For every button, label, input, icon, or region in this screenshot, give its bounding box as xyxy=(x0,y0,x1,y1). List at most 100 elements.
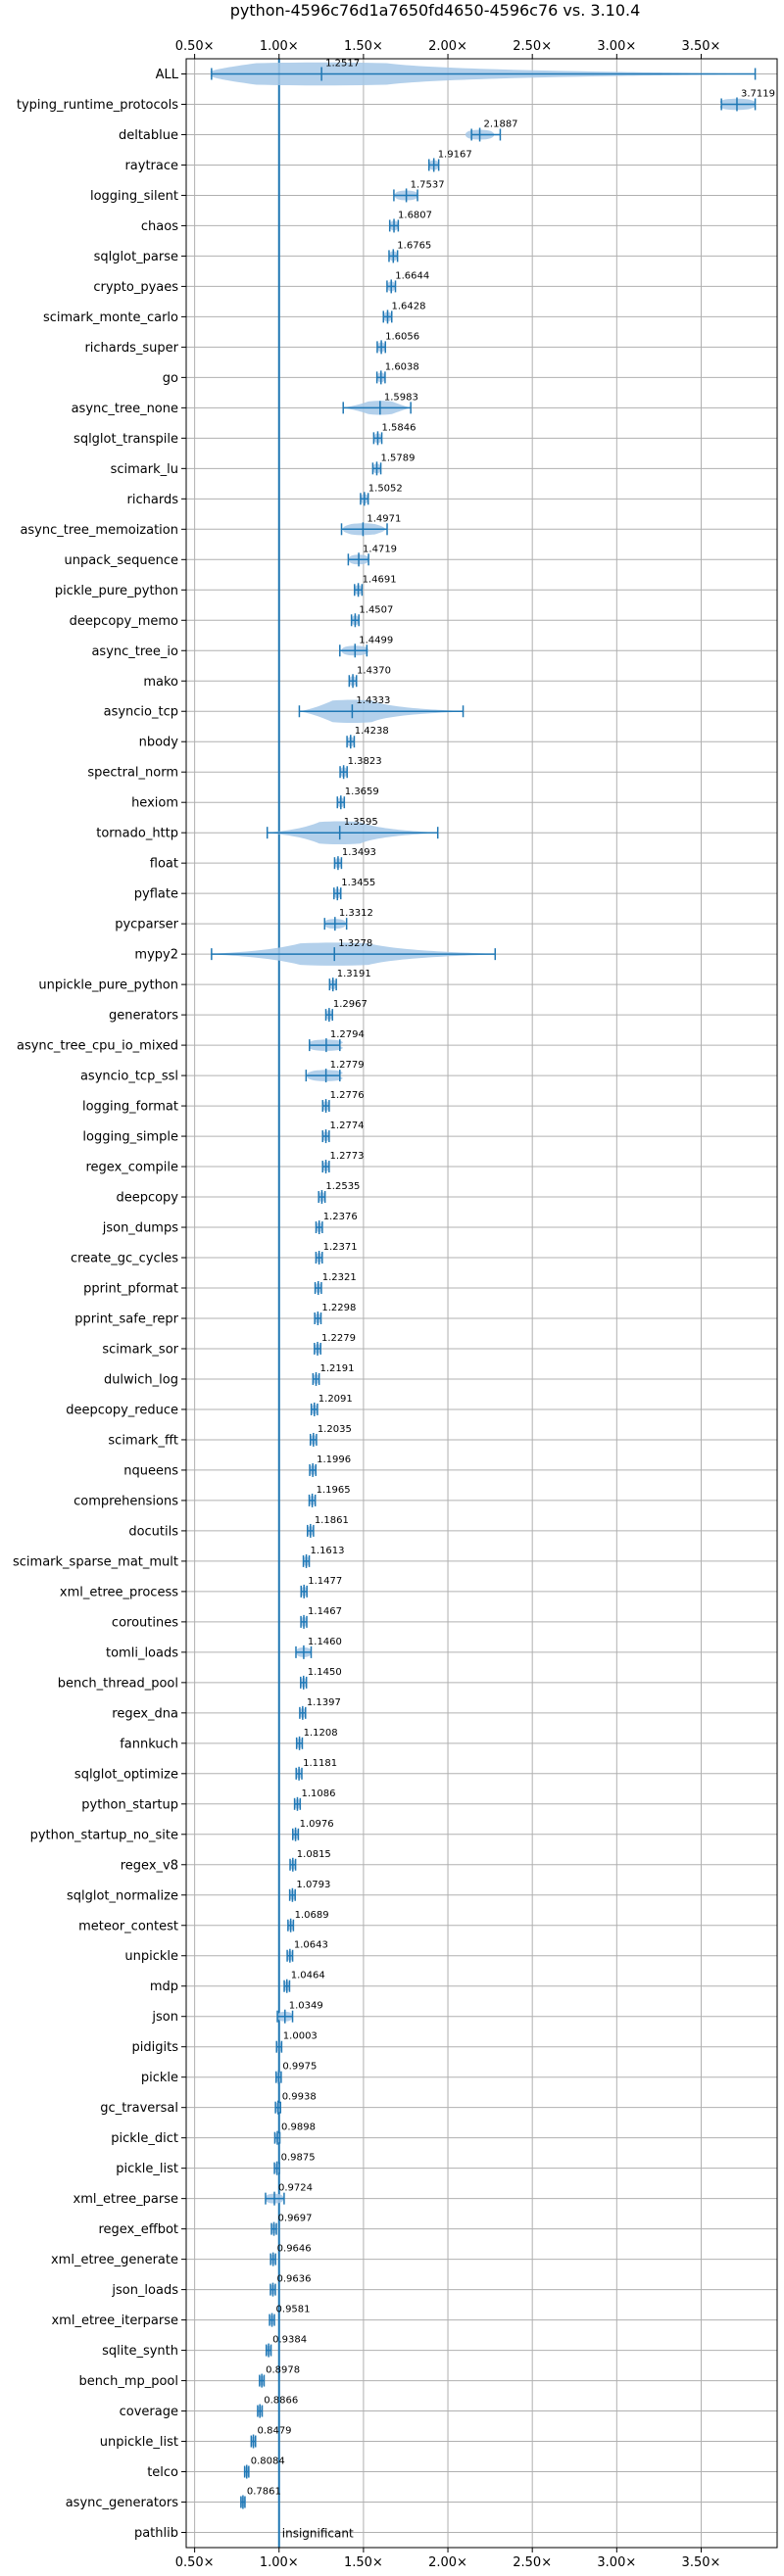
value-label: 1.6644 xyxy=(395,270,429,281)
category-label: pickle_dict xyxy=(111,2131,178,2146)
category-label: nbody xyxy=(139,736,179,750)
value-label: 1.2967 xyxy=(333,999,368,1010)
labels-layer: 0.50× 0.50× 1.00× 1.00× 1.50× 1.50× 2.00× 2.00×… xyxy=(13,39,775,2570)
category-label: async_tree_none xyxy=(72,402,178,416)
value-label: 1.3823 xyxy=(348,756,382,767)
category-label: mdp xyxy=(150,1980,178,1994)
category-label: json_dumps xyxy=(102,1221,178,1236)
category-label: async_tree_memoization xyxy=(20,523,178,538)
value-label: 1.1397 xyxy=(307,1697,341,1708)
value-label: 1.1613 xyxy=(311,1546,345,1556)
category-label: unpickle xyxy=(124,1949,178,1964)
category-label: regex_dna xyxy=(112,1706,178,1721)
category-label: tornado_http xyxy=(96,827,178,841)
value-label: 0.9581 xyxy=(276,2305,311,2315)
value-label: 1.4971 xyxy=(367,513,401,524)
value-label: 1.3595 xyxy=(344,817,378,828)
value-label: 1.5846 xyxy=(381,422,416,433)
value-label: 1.2035 xyxy=(318,1424,352,1435)
category-label: coroutines xyxy=(112,1615,178,1630)
value-label: 1.1086 xyxy=(301,1789,335,1799)
value-label: 0.9636 xyxy=(276,2274,311,2285)
value-label: 1.5052 xyxy=(368,483,403,494)
category-label: nqueens xyxy=(123,1463,178,1478)
category-label: deepcopy xyxy=(116,1191,178,1206)
plot-frame xyxy=(185,58,778,2549)
value-label: 1.2517 xyxy=(325,58,360,69)
value-label: 0.9646 xyxy=(277,2244,312,2255)
value-label: 1.1965 xyxy=(317,1485,351,1496)
x-tick-label-bottom: 2.50× xyxy=(513,2555,552,2570)
x-tick-label-bottom: 0.50× xyxy=(175,2555,215,2570)
category-label: sqlglot_parse xyxy=(94,250,178,264)
category-label: unpickle_list xyxy=(100,2435,178,2450)
value-label: 1.2191 xyxy=(320,1363,355,1374)
value-label: 1.6038 xyxy=(385,361,419,372)
value-label: 1.4370 xyxy=(357,665,391,676)
category-label: scimark_sparse_mat_mult xyxy=(13,1554,178,1569)
category-label: comprehensions xyxy=(74,1494,178,1508)
value-label: 0.9384 xyxy=(272,2335,307,2346)
category-label: unpickle_pure_python xyxy=(38,978,178,993)
category-label: pyflate xyxy=(134,887,178,902)
category-label: deltablue xyxy=(119,128,178,143)
value-label: 0.9898 xyxy=(281,2123,316,2133)
value-label: 1.1450 xyxy=(308,1667,342,1678)
category-label: sqlglot_normalize xyxy=(67,1888,178,1903)
value-label: 1.0976 xyxy=(300,1819,334,1830)
category-label: regex_compile xyxy=(85,1161,178,1175)
insignificant-annotation: insignificant xyxy=(282,2527,354,2541)
category-label: scimark_fft xyxy=(108,1433,178,1448)
value-label: 1.2774 xyxy=(330,1121,365,1131)
x-tick-label-top: 1.00× xyxy=(260,39,299,54)
category-label: create_gc_cycles xyxy=(71,1252,178,1266)
value-label: 1.1861 xyxy=(315,1515,349,1526)
value-label: 1.0464 xyxy=(291,1971,325,1981)
category-label: sqlglot_transpile xyxy=(74,432,178,447)
value-label: 1.4719 xyxy=(363,544,397,554)
category-label: bench_mp_pool xyxy=(78,2374,178,2389)
category-label: logging_silent xyxy=(90,189,178,204)
value-label: 1.1477 xyxy=(308,1576,342,1587)
value-label: 1.5983 xyxy=(384,392,418,403)
category-label: richards_super xyxy=(84,341,178,356)
x-tick-label-top: 2.00× xyxy=(428,39,467,54)
value-label: 2.1887 xyxy=(484,119,518,129)
category-label: xml_etree_parse xyxy=(74,2192,178,2207)
category-label: asyncio_tcp xyxy=(104,705,178,720)
value-label: 1.0643 xyxy=(294,1940,328,1951)
category-label: pathlib xyxy=(134,2526,178,2541)
category-label: go xyxy=(163,371,178,386)
value-label: 1.4333 xyxy=(356,695,390,706)
x-tick-label-top: 0.50× xyxy=(175,39,215,54)
category-label: docutils xyxy=(128,1524,178,1539)
value-label: 0.9875 xyxy=(281,2153,316,2164)
category-label: pickle xyxy=(141,2071,178,2085)
value-label: 1.2535 xyxy=(325,1181,360,1192)
x-tick-label-top: 2.50× xyxy=(513,39,552,54)
category-label: telco xyxy=(147,2465,178,2480)
value-label: 1.4238 xyxy=(355,726,389,737)
category-label: deepcopy_memo xyxy=(70,614,178,629)
category-label: float xyxy=(150,857,178,872)
category-label: python_startup xyxy=(81,1797,178,1812)
chart-title: python-4596c76d1a7650fd4650-4596c76 vs. … xyxy=(230,1,641,20)
value-label: 1.0349 xyxy=(289,2001,323,2012)
category-label: pprint_safe_repr xyxy=(74,1312,178,1326)
x-tick-label-bottom: 3.00× xyxy=(597,2555,636,2570)
value-label: 1.6765 xyxy=(397,240,431,251)
value-label: 0.7861 xyxy=(247,2487,281,2498)
value-label: 1.2371 xyxy=(323,1242,358,1253)
category-label: async_tree_io xyxy=(91,644,178,659)
value-label: 1.2773 xyxy=(330,1151,365,1162)
x-tick-label-bottom: 2.00× xyxy=(428,2555,467,2570)
value-label: 1.3493 xyxy=(342,847,376,858)
x-tick-label-top: 1.50× xyxy=(344,39,383,54)
value-label: 1.6428 xyxy=(392,301,426,311)
value-label: 1.1181 xyxy=(303,1758,337,1769)
value-label: 1.3312 xyxy=(339,908,373,919)
category-label: ALL xyxy=(156,68,179,82)
value-label: 1.0815 xyxy=(297,1849,331,1860)
value-label: 0.9938 xyxy=(282,2092,317,2103)
category-label: xml_etree_process xyxy=(60,1585,178,1599)
